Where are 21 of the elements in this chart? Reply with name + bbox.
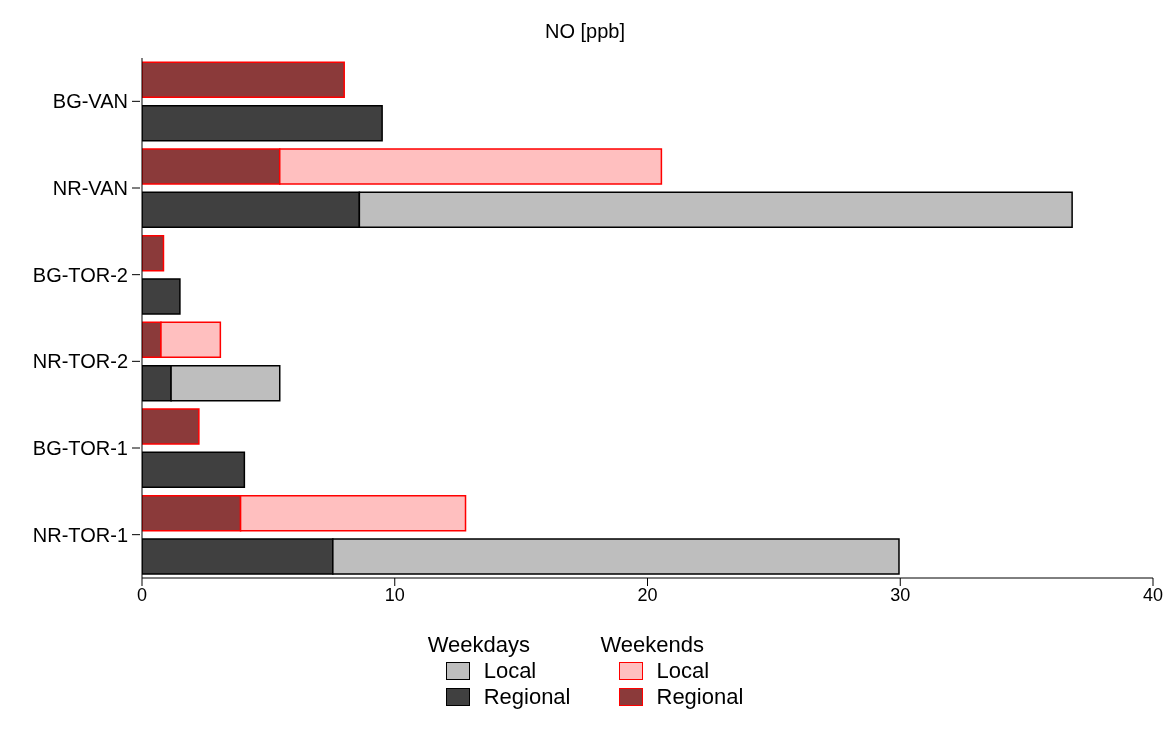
y-tick-label: BG-TOR-2: [32, 263, 128, 286]
bar: [142, 234, 165, 272]
bar: [142, 61, 345, 99]
x-tick-label: 0: [136, 584, 148, 605]
y-tick-label: BG-TOR-1: [32, 437, 128, 459]
x-tick-label: 20: [637, 584, 658, 605]
text: Weekends: [600, 632, 706, 658]
y-tick-label: BG-VAN: [52, 90, 128, 113]
y-tick-label: NR-TOR-1: [32, 523, 128, 546]
legend-label: Regional: [483, 684, 571, 710]
x-tick-label: 10: [384, 584, 405, 605]
x-tick-label: 30: [890, 584, 911, 605]
text: Weekdays: [427, 632, 531, 658]
x-tick-label: 40: [1142, 584, 1164, 605]
legend-label: Local: [656, 658, 710, 684]
y-tick-label: NR-VAN: [52, 177, 128, 199]
legend-label: Local: [483, 658, 537, 684]
y-tick-label: NR-TOR-2: [32, 350, 128, 373]
chart-title: NO [ppb]: [544, 20, 626, 42]
bar: [142, 408, 200, 445]
legend-label: Regional: [656, 684, 744, 710]
